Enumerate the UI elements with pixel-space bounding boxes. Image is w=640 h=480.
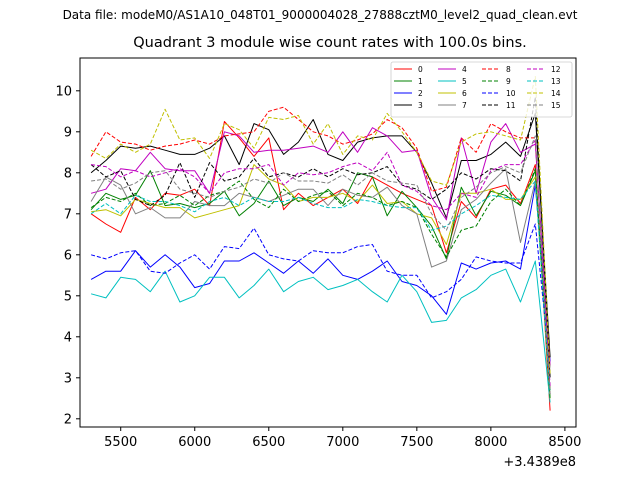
x-tick-label: 5500 xyxy=(104,435,137,450)
x-tick-label: 7500 xyxy=(400,435,433,450)
legend-label-0: 0 xyxy=(418,65,423,74)
legend-label-14: 14 xyxy=(551,89,561,98)
series-line-14 xyxy=(90,76,551,374)
series-line-11 xyxy=(90,96,551,378)
series-line-13 xyxy=(90,180,551,395)
legend-label-9: 9 xyxy=(506,77,511,86)
y-tick-label: 8 xyxy=(64,166,72,181)
y-tick-label: 6 xyxy=(64,248,72,263)
x-tick-label: 6500 xyxy=(252,435,285,450)
series-line-10 xyxy=(90,223,551,370)
legend-label-5: 5 xyxy=(462,77,467,86)
series-line-2 xyxy=(90,184,551,362)
legend-label-4: 4 xyxy=(462,65,467,74)
legend-label-6: 6 xyxy=(462,89,467,98)
series-line-4 xyxy=(90,123,551,366)
legend-label-10: 10 xyxy=(506,89,516,98)
series-line-3 xyxy=(90,112,551,358)
y-tick-label: 3 xyxy=(64,371,72,386)
legend-label-3: 3 xyxy=(418,101,423,110)
legend-box xyxy=(390,61,573,118)
legend-label-7: 7 xyxy=(462,101,467,110)
legend-label-13: 13 xyxy=(551,77,561,86)
x-tick-label: 7000 xyxy=(326,435,359,450)
legend-label-1: 1 xyxy=(418,77,423,86)
series-line-5 xyxy=(90,260,551,403)
chart-title: Quadrant 3 module wise count rates with … xyxy=(133,35,527,51)
x-tick-label: 8500 xyxy=(548,435,581,450)
plot-area-frame xyxy=(79,57,577,428)
series-line-12 xyxy=(91,139,551,387)
legend-label-15: 15 xyxy=(551,101,561,110)
x-tick-label: 8000 xyxy=(474,435,507,450)
series-line-15 xyxy=(91,135,551,395)
axis-layer: 5500 6000 6500 7000 7500 8000 8500 2 3 4 5 6 7 8 9 10 xyxy=(55,84,581,450)
chart-suptitle: Data file: modeM0/AS1A10_048T01_90000040… xyxy=(62,8,578,22)
y-tick-label: 5 xyxy=(64,289,72,304)
legend-label-2: 2 xyxy=(418,89,423,98)
series-line-8 xyxy=(90,106,551,395)
series-line-7 xyxy=(90,168,551,378)
legend-label-11: 11 xyxy=(506,101,516,110)
legend-label-12: 12 xyxy=(551,65,561,74)
legend-label-8: 8 xyxy=(506,65,511,74)
x-tick-label: 6000 xyxy=(178,435,211,450)
x-offset-label: +3.4389e8 xyxy=(503,455,576,470)
y-tick-label: 9 xyxy=(64,125,72,140)
series-line-0 xyxy=(90,121,551,411)
y-tick-label: 10 xyxy=(55,84,72,99)
y-tick-label: 4 xyxy=(64,330,72,345)
y-tick-label: 2 xyxy=(64,412,72,427)
series-layer xyxy=(90,76,551,411)
series-line-1 xyxy=(90,170,551,391)
y-tick-label: 7 xyxy=(64,207,72,222)
